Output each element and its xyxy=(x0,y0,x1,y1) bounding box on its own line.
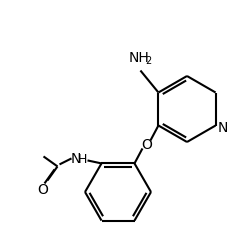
Text: O: O xyxy=(141,138,152,152)
Text: O: O xyxy=(37,183,48,197)
Text: H: H xyxy=(78,152,87,165)
Text: NH: NH xyxy=(129,50,150,64)
Text: N: N xyxy=(218,120,228,134)
Text: 2: 2 xyxy=(145,55,152,65)
Text: N: N xyxy=(70,152,81,166)
